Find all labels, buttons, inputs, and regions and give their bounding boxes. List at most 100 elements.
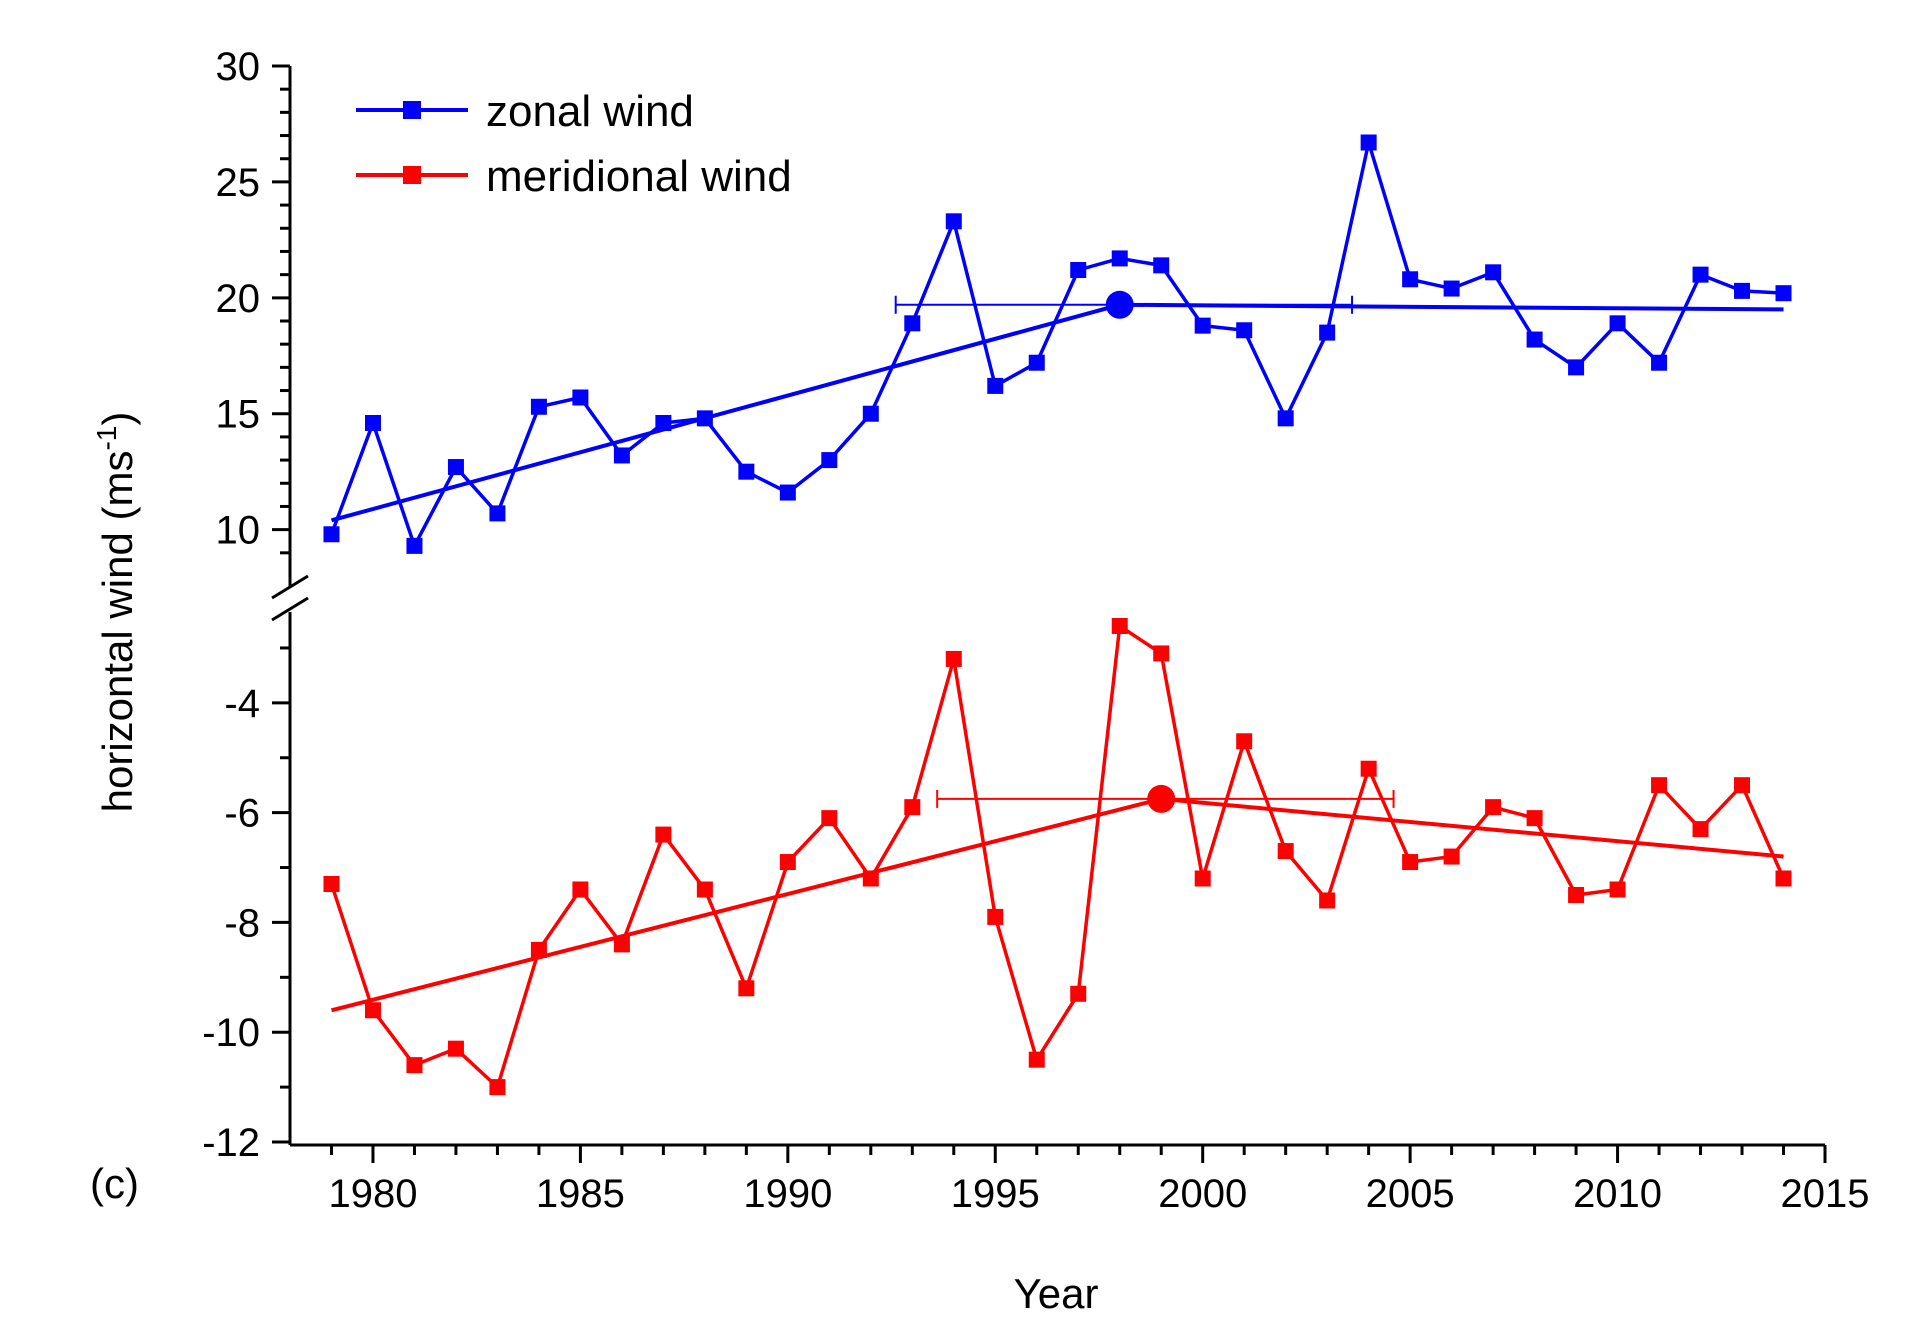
- y-tick-label: 30: [216, 45, 261, 89]
- data-point-meridional-wind: [738, 980, 755, 997]
- data-point-zonal-wind: [1692, 266, 1709, 283]
- data-point-meridional-wind: [821, 810, 838, 827]
- data-point-meridional-wind: [862, 870, 879, 887]
- data-point-meridional-wind: [1526, 810, 1543, 827]
- series-layer: [323, 134, 1792, 1096]
- data-point-zonal-wind: [364, 415, 381, 431]
- data-point-meridional-wind: [1028, 1051, 1045, 1068]
- data-point-meridional-wind: [904, 799, 921, 816]
- data-point-meridional-wind: [1775, 870, 1792, 887]
- x-tick-label: 2010: [1573, 1172, 1662, 1216]
- y-tick-label: 10: [216, 509, 261, 553]
- data-point-meridional-wind: [696, 881, 713, 898]
- data-point-zonal-wind: [1568, 359, 1585, 376]
- x-tick-label: 2000: [1158, 1172, 1247, 1216]
- data-point-zonal-wind: [1609, 315, 1626, 332]
- data-point-meridional-wind: [1734, 777, 1751, 794]
- data-point-meridional-wind: [1609, 881, 1626, 898]
- data-point-meridional-wind: [1485, 799, 1502, 816]
- data-point-zonal-wind: [1028, 354, 1045, 371]
- data-point-meridional-wind: [1443, 848, 1460, 865]
- data-point-meridional-wind: [1111, 618, 1128, 634]
- data-point-zonal-wind: [1775, 285, 1792, 302]
- legend-marker-meridional-wind: [403, 166, 421, 184]
- data-point-zonal-wind: [1443, 280, 1460, 297]
- data-point-zonal-wind: [1236, 322, 1253, 339]
- data-point-meridional-wind: [655, 826, 672, 843]
- data-point-zonal-wind: [1485, 264, 1502, 281]
- data-point-meridional-wind: [1402, 854, 1419, 871]
- data-point-zonal-wind: [447, 459, 464, 476]
- tick-labels: 1980 1985 1990 1995 2000 2005 2010 2015 10 15 20 25…: [202, 45, 1869, 1216]
- data-point-zonal-wind: [1070, 262, 1087, 278]
- y-tick-label: -6: [224, 792, 260, 836]
- x-tick-label: 2005: [1366, 1172, 1455, 1216]
- data-line-meridional-wind: [329, 624, 1786, 1089]
- data-point-zonal-wind: [530, 398, 547, 415]
- y-axis-title-superscript: -1: [91, 426, 122, 451]
- data-point-zonal-wind: [1651, 354, 1668, 371]
- data-point-zonal-wind: [987, 377, 1004, 394]
- axis-break-mark-top: [271, 574, 309, 600]
- data-point-meridional-wind: [1360, 760, 1377, 777]
- data-point-zonal-wind: [1360, 134, 1377, 151]
- x-axis-title: Year: [1014, 1270, 1099, 1317]
- data-point-meridional-wind: [1153, 645, 1170, 662]
- data-point-meridional-wind: [1651, 777, 1668, 794]
- data-point-meridional-wind: [1319, 892, 1336, 909]
- series-zonal-wind: [323, 134, 1792, 554]
- legend-item-zonal-wind: zonal wind: [356, 87, 694, 136]
- legend: zonal wind meridional wind: [356, 87, 792, 201]
- data-point-meridional-wind: [323, 876, 340, 892]
- y-tick-label: 25: [216, 161, 261, 205]
- x-tick-label: 1995: [951, 1172, 1040, 1216]
- data-point-zonal-wind: [696, 410, 713, 427]
- y-axis-title-text: horizontal wind (ms: [94, 451, 141, 813]
- x-tick-label: 1990: [743, 1172, 832, 1216]
- data-point-meridional-wind: [1194, 870, 1211, 887]
- data-point-meridional-wind: [447, 1040, 464, 1057]
- trend-line-zonal-wind: [330, 302, 1784, 523]
- plot-area: 1980 1985 1990 1995 2000 2005 2010 2015 10 15 20 25…: [202, 45, 1869, 1216]
- data-point-zonal-wind: [1402, 271, 1419, 288]
- data-point-meridional-wind: [572, 881, 589, 898]
- data-point-meridional-wind: [530, 941, 547, 958]
- data-point-meridional-wind: [987, 908, 1004, 925]
- y-tick-label: 20: [216, 277, 261, 321]
- data-point-zonal-wind: [1734, 282, 1751, 299]
- data-point-zonal-wind: [613, 447, 630, 464]
- y-tick-label: -8: [224, 901, 260, 945]
- legend-marker-zonal-wind: [403, 101, 421, 119]
- x-tick-label: 1980: [328, 1172, 417, 1216]
- y-tick-label: -4: [224, 682, 260, 726]
- data-point-zonal-wind: [655, 415, 672, 431]
- trend-line-meridional-wind: [330, 796, 1784, 1013]
- x-tick-label: 1985: [536, 1172, 625, 1216]
- y-tick-label: -10: [202, 1011, 260, 1055]
- data-point-zonal-wind: [1153, 257, 1170, 274]
- data-point-zonal-wind: [572, 389, 589, 406]
- change-point-zonal-wind: [1105, 290, 1134, 319]
- data-point-zonal-wind: [1319, 324, 1336, 341]
- data-point-meridional-wind: [489, 1079, 506, 1096]
- data-point-zonal-wind: [1194, 317, 1211, 334]
- data-point-zonal-wind: [904, 315, 921, 332]
- axes: [271, 64, 1827, 1163]
- y-axis-title: horizontal wind (ms-1): [91, 412, 141, 813]
- data-point-zonal-wind: [821, 452, 838, 469]
- data-point-meridional-wind: [1070, 985, 1087, 1002]
- data-point-zonal-wind: [779, 484, 796, 501]
- data-point-zonal-wind: [945, 213, 962, 230]
- panel-label: (c): [90, 1160, 139, 1207]
- data-line-zonal-wind: [329, 140, 1784, 548]
- data-point-zonal-wind: [1526, 331, 1543, 348]
- axis-break-mark-bottom: [271, 596, 309, 622]
- data-point-zonal-wind: [406, 537, 423, 554]
- y-axis-title-suffix: ): [94, 412, 141, 426]
- y-tick-label: -12: [202, 1121, 260, 1165]
- data-point-meridional-wind: [1236, 733, 1253, 750]
- legend-item-meridional-wind: meridional wind: [356, 152, 792, 201]
- x-tick-label: 2015: [1781, 1172, 1870, 1216]
- data-point-zonal-wind: [862, 405, 879, 422]
